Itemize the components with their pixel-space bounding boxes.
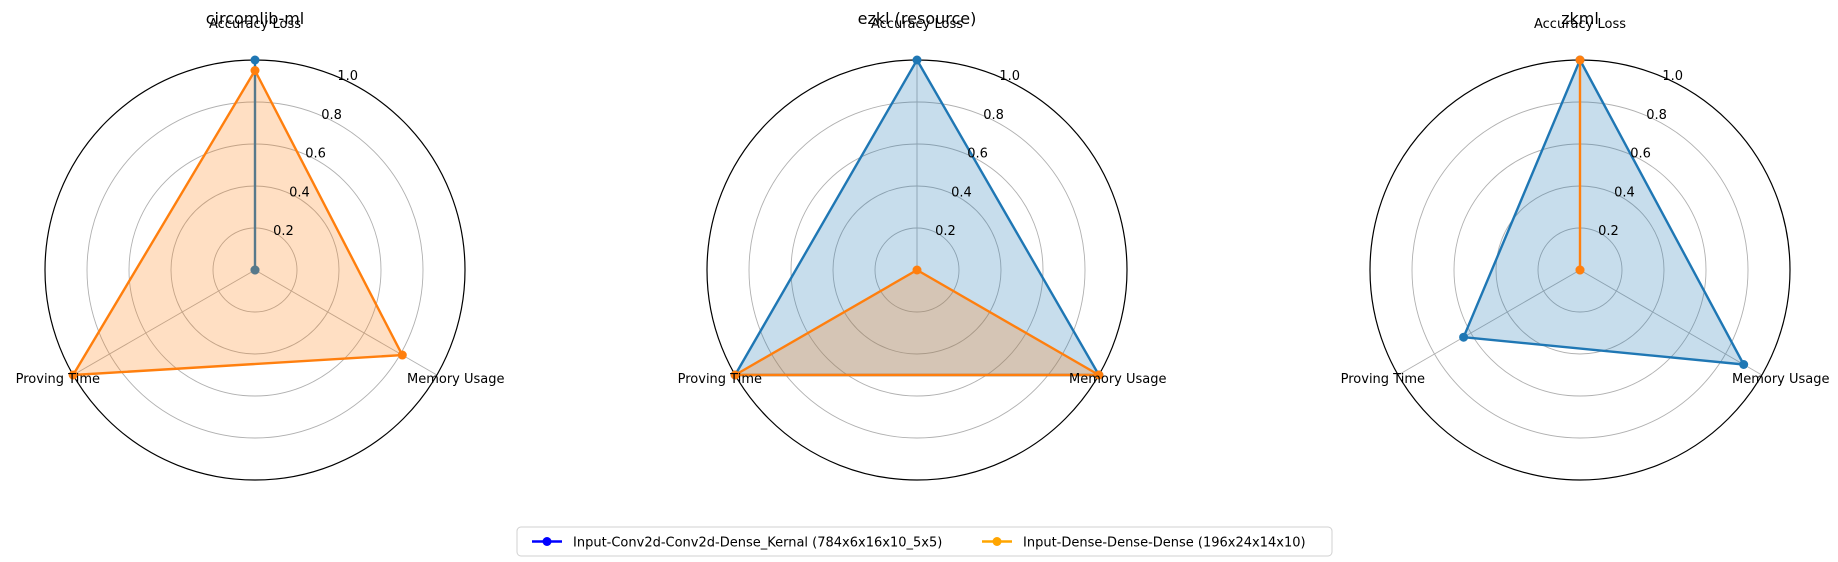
chart-title: zkml <box>1561 9 1599 28</box>
radar-chart-circomlib-ml: 0.2 0.4 0.6 0.8 1.0 Accuracy Loss Memory Usage… <box>16 9 505 481</box>
tick-label: 1.0 <box>999 69 1020 84</box>
grid-spoke <box>1397 269 1581 376</box>
tick-label: 0.2 <box>1598 224 1619 239</box>
axis-label-proving-time: Proving Time <box>678 372 762 387</box>
radar-chart-zkml: 0.2 0.4 0.6 0.8 1.0 Accuracy Loss Memory Usage… <box>1341 9 1830 481</box>
tick-label: 0.8 <box>983 108 1004 123</box>
axis-label-proving-time: Proving Time <box>1341 372 1425 387</box>
series-fill <box>73 70 403 375</box>
grid-spoke <box>1579 269 1763 376</box>
legend: Input-Conv2d-Conv2d-Dense_Kernal (784x6x… <box>516 526 1333 557</box>
data-point <box>912 265 922 275</box>
data-point <box>250 265 260 275</box>
data-point <box>250 66 260 75</box>
series-line <box>71 69 404 377</box>
axis-label-proving-time: Proving Time <box>16 372 100 387</box>
series-line <box>1462 58 1745 366</box>
tick-label: 0.8 <box>321 108 342 123</box>
data-point <box>1739 360 1749 369</box>
radar-chart-ezkl-resource: 0.2 0.4 0.6 0.8 1.0 Accuracy Loss Memory Usage… <box>678 9 1167 481</box>
legend-marker <box>992 537 1002 546</box>
series-fill <box>1463 60 1744 365</box>
series-line <box>733 268 1101 377</box>
legend-item: Input-Conv2d-Conv2d-Dense_Kernal (784x6x… <box>532 536 942 551</box>
tick-label: 0.6 <box>967 147 988 162</box>
data-point <box>1575 55 1585 65</box>
legend-label: Input-Dense-Dense-Dense (196x24x14x10) <box>1023 536 1306 551</box>
tick-label: 0.8 <box>1646 108 1667 123</box>
chart-title: ezkl (resource) <box>858 9 977 28</box>
grid-spoke <box>254 269 438 376</box>
tick-label: 0.6 <box>1630 147 1651 162</box>
data-point <box>730 370 740 380</box>
axis-label-accuracy-loss: Accuracy Loss <box>1534 17 1626 32</box>
axis-label-memory-usage: Memory Usage <box>407 372 505 387</box>
axis-label-memory-usage: Memory Usage <box>1069 372 1167 387</box>
data-point <box>912 55 922 65</box>
tick-label: 0.6 <box>305 147 326 162</box>
tick-label: 0.2 <box>935 224 956 239</box>
legend-marker <box>542 537 552 546</box>
legend-frame <box>516 526 1333 557</box>
tick-label: 0.4 <box>1614 185 1635 200</box>
grid-spoke <box>72 269 256 376</box>
axis-label-memory-usage: Memory Usage <box>1732 372 1830 387</box>
legend-label: Input-Conv2d-Conv2d-Dense_Kernal (784x6x… <box>573 536 942 551</box>
tick-label: 1.0 <box>1662 69 1683 84</box>
tick-label: 0.4 <box>289 185 310 200</box>
data-point <box>1459 332 1469 342</box>
tick-label: 0.2 <box>273 224 294 239</box>
tick-label: 0.4 <box>951 185 972 200</box>
data-point <box>68 370 78 380</box>
data-point <box>250 55 260 65</box>
axis-label-accuracy-loss: Accuracy Loss <box>209 17 301 32</box>
axis-label-accuracy-loss: Accuracy Loss <box>871 17 963 32</box>
series-fill <box>735 270 1099 375</box>
chart-title: circomlib-ml <box>206 9 305 28</box>
data-point <box>1575 265 1585 275</box>
data-point <box>397 350 407 360</box>
tick-label: 1.0 <box>337 69 358 84</box>
series-fill <box>735 60 1099 375</box>
legend-item: Input-Dense-Dense-Dense (196x24x14x10) <box>982 536 1306 551</box>
data-point <box>1094 370 1104 380</box>
